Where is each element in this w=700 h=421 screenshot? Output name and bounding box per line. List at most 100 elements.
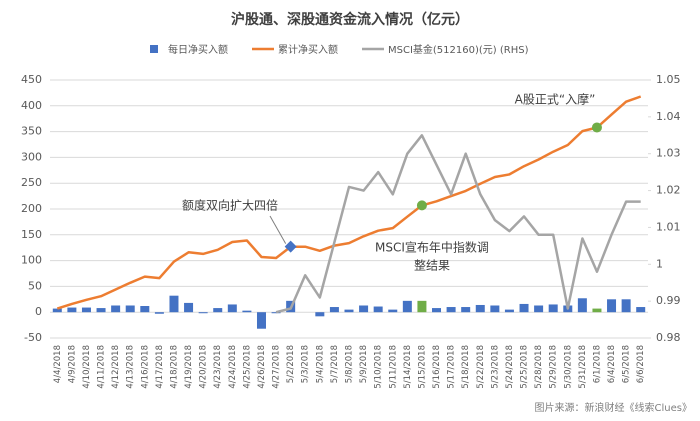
x-tick-label: 5/25/2018	[520, 345, 530, 389]
x-tick-label: 5/7/2018	[330, 345, 340, 383]
annotation-text: 额度双向扩大四倍	[182, 198, 278, 213]
bar	[140, 306, 150, 313]
bar	[504, 309, 514, 313]
y-tick-label: 150	[21, 228, 42, 241]
bar	[96, 308, 106, 313]
bar	[461, 307, 471, 313]
x-tick-label: 4/16/2018	[140, 345, 150, 389]
x-tick-label: 5/28/2018	[534, 345, 544, 389]
x-tick-label: 4/11/2018	[97, 345, 107, 389]
line	[56, 95, 642, 310]
bar	[373, 306, 383, 313]
x-tick-label: 5/17/2018	[447, 345, 457, 389]
y-tick-label: 100	[21, 254, 42, 267]
x-tick-label: 5/14/2018	[403, 345, 413, 389]
x-tick-label: 4/25/2018	[242, 345, 252, 389]
y-tick-label: 50	[28, 279, 42, 292]
bar	[271, 312, 281, 314]
bar	[198, 312, 208, 314]
line	[275, 134, 641, 314]
bar	[154, 312, 164, 314]
bar	[402, 300, 412, 313]
x-tick-label: 5/23/2018	[490, 345, 500, 389]
y-tick-label: 0	[35, 305, 42, 318]
x-tick-label: 5/10/2018	[374, 345, 384, 389]
x-tick-label: 4/20/2018	[199, 345, 209, 389]
bar	[125, 305, 135, 313]
bar	[417, 300, 427, 313]
bar	[621, 299, 631, 313]
bar	[67, 307, 77, 313]
annotation-text: 整结果	[414, 258, 450, 273]
y-tick-label: 250	[21, 176, 42, 189]
bar	[344, 309, 354, 313]
bar	[446, 307, 456, 313]
bar	[577, 298, 587, 313]
annotation-marker	[284, 240, 297, 253]
y-tick-label: 400	[21, 99, 42, 112]
bar	[169, 295, 179, 313]
y2-tick-label: 1.03	[656, 147, 681, 160]
bar	[388, 309, 398, 313]
bar	[184, 302, 194, 313]
bar	[52, 308, 62, 313]
annotation-text: A股正式“入摩”	[515, 92, 596, 107]
x-tick-label: 4/4/2018	[53, 345, 63, 383]
bar	[329, 307, 339, 313]
bar	[256, 312, 266, 329]
legend-label: 每日净买入额	[168, 43, 228, 56]
x-tick-label: 4/10/2018	[82, 345, 92, 389]
x-tick-label: 4/9/2018	[67, 345, 77, 383]
x-tick-label: 6/4/2018	[607, 345, 617, 383]
legend-label: MSCI基金(512160)(元) (RHS)	[388, 43, 529, 56]
bar	[534, 305, 544, 313]
y-tick-label: 450	[21, 73, 42, 86]
x-tick-label: 5/11/2018	[388, 345, 398, 389]
bar	[548, 304, 558, 313]
bar	[315, 312, 325, 317]
bar	[519, 303, 529, 313]
x-tick-label: 5/15/2018	[417, 345, 427, 389]
y2-tick-label: 1.04	[656, 110, 681, 123]
annotation-text: MSCI宣布年中指数调	[375, 240, 489, 255]
y-tick-label: 200	[21, 202, 42, 215]
x-tick-label: 4/26/2018	[257, 345, 267, 389]
bar	[592, 308, 602, 313]
bar	[607, 299, 617, 313]
chart-title: 沪股通、深股通资金流入情况（亿元）	[231, 11, 469, 28]
x-tick-label: 4/12/2018	[111, 345, 121, 389]
x-tick-label: 5/22/2018	[476, 345, 486, 389]
x-tick-label: 5/16/2018	[432, 345, 442, 389]
y2-tick-label: 0.99	[656, 294, 681, 307]
bar	[475, 304, 485, 313]
x-tick-label: 5/18/2018	[461, 345, 471, 389]
x-tick-label: 6/1/2018	[592, 345, 602, 383]
x-tick-label: 5/3/2018	[301, 345, 311, 383]
bar	[490, 305, 500, 313]
source: 图片来源：新浪财经《线索Clues》	[535, 401, 692, 414]
x-tick-label: 4/17/2018	[155, 345, 165, 389]
x-tick-label: 4/23/2018	[213, 345, 223, 389]
y-tick-label: 300	[21, 150, 42, 163]
x-tick-label: 5/30/2018	[563, 345, 573, 389]
y2-tick-label: 1.05	[656, 73, 681, 86]
y-tick-label: -50	[24, 331, 42, 344]
x-tick-label: 5/24/2018	[505, 345, 515, 389]
bar	[242, 310, 252, 313]
annotation-arrow	[269, 215, 287, 244]
y2-tick-label: 1	[656, 257, 663, 270]
x-tick-label: 5/4/2018	[315, 345, 325, 383]
bar	[81, 307, 91, 313]
bar	[432, 308, 442, 313]
annotation-marker	[591, 122, 602, 133]
x-tick-label: 4/18/2018	[169, 345, 179, 389]
bar	[213, 308, 223, 313]
bar	[636, 307, 646, 313]
bar	[111, 305, 121, 313]
x-tick-label: 6/6/2018	[636, 345, 646, 383]
x-tick-label: 4/13/2018	[126, 345, 136, 389]
bar	[227, 304, 237, 313]
legend-swatch	[150, 45, 158, 53]
y-tick-label: 350	[21, 125, 42, 138]
